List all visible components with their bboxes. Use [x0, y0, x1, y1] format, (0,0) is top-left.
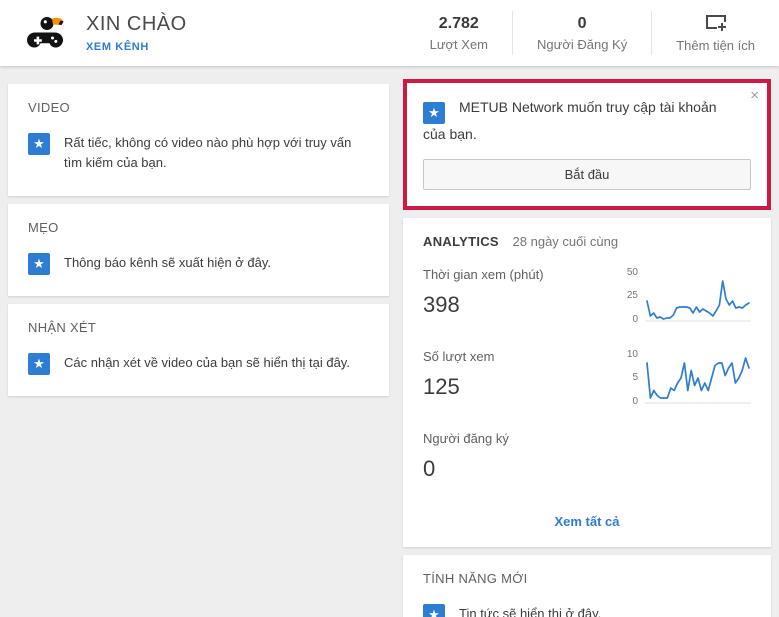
sparkline-chart: [645, 267, 751, 325]
stat-subscribers: 0 Người Đăng Ký: [512, 11, 651, 55]
views-metric-label: Số lượt xem: [423, 348, 495, 364]
comments-card: NHẬN XÉT ★ Các nhận xét về video của bạn…: [8, 304, 389, 396]
watch-time-label: Thời gian xem (phút): [423, 266, 544, 282]
metric-watch-time: Thời gian xem (phút) 398 50 25 0: [403, 259, 771, 341]
analytics-title: ANALYTICS: [423, 233, 499, 249]
highlight-annotation: × ★ METUB Network muốn truy cập tài khoản…: [403, 79, 771, 210]
tips-card: MẸO ★ Thông báo kênh sẽ xuất hiện ở đây.: [8, 204, 389, 296]
channel-avatar gamepad-toucan-icon: [24, 12, 66, 54]
ytick: 50: [626, 266, 638, 278]
ytick: 0: [632, 395, 638, 407]
sparkline-chart: [645, 349, 751, 407]
channel-header: XIN CHÀO XEM KÊNH 2.782 Lượt Xem 0 Người…: [0, 0, 779, 66]
views-sparkline: 10 5 0: [627, 349, 751, 407]
comments-card-message: Các nhận xét về video của bạn sẽ hiển th…: [64, 355, 350, 370]
star-icon: ★: [423, 603, 445, 617]
metric-views: Số lượt xem 125 10 5 0: [403, 341, 771, 423]
metub-notification-card: × ★ METUB Network muốn truy cập tài khoản…: [407, 83, 767, 206]
ytick: 10: [626, 348, 638, 360]
watch-time-sparkline: 50 25 0: [627, 267, 751, 325]
video-card-message: Rất tiếc, không có video nào phù hợp với…: [64, 135, 352, 170]
right-column: × ★ METUB Network muốn truy cập tài khoản…: [403, 79, 771, 617]
left-column: VIDEO ★ Rất tiếc, không có video nào phù…: [8, 84, 389, 404]
video-card: VIDEO ★ Rất tiếc, không có video nào phù…: [8, 84, 389, 196]
star-icon: ★: [28, 253, 50, 275]
views-metric-value: 125: [423, 373, 460, 399]
new-features-card: TÍNH NĂNG MỚI ★ Tin tức sẽ hiển thị ở đâ…: [403, 554, 771, 617]
add-widget-button[interactable]: Thêm tiện ích: [651, 11, 779, 55]
star-icon: ★: [28, 133, 50, 155]
view-all-link[interactable]: Xem tất cả: [554, 513, 620, 529]
watch-time-value: 398: [423, 291, 460, 317]
star-icon: ★: [423, 102, 445, 124]
views-yaxis: 10 5 0: [627, 349, 645, 407]
star-icon: ★: [28, 353, 50, 375]
dashboard-main: VIDEO ★ Rất tiếc, không có video nào phù…: [0, 79, 779, 617]
features-card-message: Tin tức sẽ hiển thị ở đây.: [459, 605, 602, 617]
comments-card-title: NHẬN XÉT: [28, 320, 97, 335]
analytics-subtitle: 28 ngày cuối cùng: [512, 233, 619, 249]
tips-card-message: Thông báo kênh sẽ xuất hiện ở đây.: [64, 255, 272, 270]
analytics-card: ANALYTICS 28 ngày cuối cùng Thời gian xe…: [403, 217, 771, 547]
ytick: 25: [626, 290, 638, 302]
subscribers-count: 0: [577, 14, 587, 32]
page-title: XIN CHÀO: [86, 13, 187, 35]
add-widget-label: Thêm tiện ích: [676, 37, 755, 53]
subscribers-metric-label: Người đăng ký: [423, 430, 509, 446]
metub-message: METUB Network muốn truy cập tài khoản củ…: [423, 99, 717, 142]
features-card-title: TÍNH NĂNG MỚI: [423, 570, 528, 586]
start-button[interactable]: Bắt đầu: [423, 158, 751, 190]
metric-subscribers: Người đăng ký 0: [403, 423, 771, 498]
tips-card-title: MẸO: [28, 220, 59, 235]
view-channel-link[interactable]: XEM KÊNH: [86, 41, 149, 53]
header-stats: 2.782 Lượt Xem 0 Người Đăng Ký Thêm tiện…: [406, 11, 779, 55]
close-icon[interactable]: ×: [750, 87, 759, 104]
watch-time-yaxis: 50 25 0: [627, 267, 645, 325]
subscribers-label: Người Đăng Ký: [537, 36, 628, 52]
ytick: 0: [632, 313, 638, 325]
add-widget-icon: [676, 14, 755, 34]
ytick: 5: [632, 372, 638, 384]
subscribers-metric-value: 0: [423, 455, 436, 481]
views-count: 2.782: [438, 14, 479, 32]
views-label: Lượt Xem: [429, 36, 489, 52]
stat-views: 2.782 Lượt Xem: [406, 11, 512, 55]
video-card-title: VIDEO: [28, 100, 70, 115]
